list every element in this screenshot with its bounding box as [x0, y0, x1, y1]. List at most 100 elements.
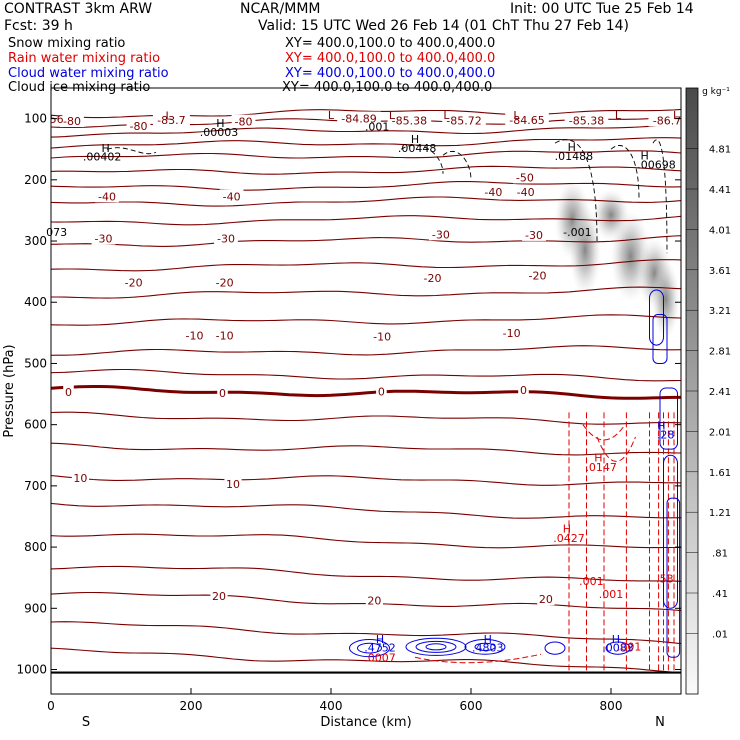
x-end-label-south: S	[82, 715, 90, 730]
contour-label: .4803	[472, 641, 504, 654]
colorbar-label: 1.21	[709, 508, 731, 519]
isotherm-label: 20	[212, 590, 226, 603]
colorbar-unit: g kg⁻¹	[702, 87, 730, 97]
isotherm-label-bg	[71, 470, 89, 484]
field-cloudwater-name: Cloud water mixing ratio	[8, 66, 169, 81]
colorbar-label: 2.41	[709, 387, 731, 398]
cloud-ice-contour	[610, 145, 640, 199]
isotherm-label: -40	[98, 190, 116, 203]
cloud-water-contour	[415, 640, 457, 653]
contour-label: .0427	[553, 532, 585, 545]
contour-label: L	[166, 110, 173, 123]
contour-label: .00698	[637, 159, 676, 172]
y-tick-label: 800	[24, 540, 47, 554]
isotherm-line	[51, 533, 681, 549]
colorbar-label: .81	[712, 549, 728, 560]
cloud-water-contour	[464, 639, 506, 655]
isotherm-label-bg	[481, 185, 506, 199]
contour-label: .001	[599, 588, 624, 601]
isotherm-label: -85.72	[446, 114, 481, 127]
isotherm-line	[51, 286, 681, 299]
isotherm-label-bg	[212, 328, 237, 342]
isotherm-line	[51, 411, 681, 425]
cloud-water-contour	[649, 289, 664, 346]
contour-label: .00402	[83, 151, 122, 164]
isotherm-label-bg	[224, 477, 242, 491]
isotherm-label-bg	[522, 227, 546, 241]
isotherm-line	[51, 345, 681, 356]
field-snow-name: Snow mixing ratio	[8, 36, 126, 51]
contour-label: L	[389, 109, 396, 122]
contour-label: H	[563, 523, 571, 536]
colorbar-label: 3.21	[709, 306, 731, 317]
colorbar-label: 3.61	[709, 266, 731, 277]
field-rain-name: Rain water mixing ratio	[8, 51, 161, 66]
contour-label: H	[594, 452, 602, 465]
isotherm-label: 0	[378, 386, 385, 399]
isotherm-label-bg	[63, 385, 74, 399]
valid-time: Valid: 15 UTC Wed 26 Feb 14 (01 ChT Thu …	[258, 18, 630, 34]
colorbar-label: 4.01	[709, 225, 731, 236]
y-tick-label: 100	[24, 112, 47, 126]
cloud-ice-contour	[442, 150, 472, 180]
isotherm-label: -50	[516, 171, 534, 184]
snow-plume	[569, 204, 602, 297]
isotherm-label: -20	[529, 269, 547, 282]
isotherm-label: -40	[484, 186, 502, 199]
isotherm-label-bg	[210, 589, 228, 603]
y-tick-label: 500	[24, 356, 47, 370]
contour-label: H	[101, 142, 109, 155]
isotherm-label: -85.38	[569, 114, 604, 127]
isotherm-label-bg	[420, 270, 445, 284]
isotherm-label-bg	[537, 592, 555, 606]
isotherm-line	[51, 137, 681, 149]
isotherm-line	[51, 235, 681, 247]
isotherm-label: -80	[63, 115, 81, 128]
isotherm-label-bg	[513, 170, 537, 184]
cloud-water-contour	[474, 642, 496, 652]
isotherm-label: 10	[226, 478, 240, 491]
isotherm-label-bg	[212, 275, 237, 289]
rain-contour	[414, 653, 542, 664]
rain-contour	[582, 424, 626, 441]
snow-plume	[651, 259, 680, 339]
contour-label: .00448	[398, 142, 437, 155]
isotherm-label-bg	[525, 268, 550, 282]
field-rain-xy: XY= 400.0,100.0 to 400.0,400.0	[285, 51, 496, 66]
x-tick-label: 600	[460, 699, 483, 713]
contour-label: L	[513, 109, 520, 122]
x-tick-label: 800	[600, 699, 623, 713]
isotherm-label-bg	[648, 113, 686, 127]
isotherm-line	[51, 196, 681, 207]
isotherm-label-bg	[513, 185, 538, 199]
center-label: NCAR/MMM	[240, 1, 321, 17]
isotherm-label-bg	[60, 114, 84, 128]
contour-label: .0007	[364, 651, 396, 664]
x-tick-label: 400	[320, 699, 343, 713]
isotherm-label-bg	[518, 382, 529, 396]
contour-label: .00003	[200, 126, 239, 139]
y-axis-title: Pressure (hPa)	[2, 344, 17, 437]
contour-label: L	[673, 109, 680, 122]
contour-label: L	[328, 109, 335, 122]
cloud-water-contour	[605, 641, 631, 655]
colorbar-label: 4.41	[709, 185, 731, 196]
isotherm-label: -10	[373, 331, 391, 344]
rain-contour	[596, 436, 636, 462]
contour-label: .0083	[602, 641, 634, 654]
isotherm-label: -80	[235, 116, 253, 129]
contour-label: .001	[365, 121, 390, 134]
isotherm-label: -83.7	[157, 114, 185, 127]
isotherm-label-bg	[182, 328, 207, 342]
isotherm-label-bg	[214, 231, 238, 245]
field-snow-xy: XY= 400.0,100.0 to 400.0,400.0	[285, 36, 496, 51]
isotherm-line	[51, 502, 681, 519]
colorbar-label: 4.81	[709, 145, 731, 156]
isotherm-label-bg	[442, 113, 486, 127]
contour-label: H	[640, 149, 648, 162]
contour-label: -.001	[563, 226, 591, 239]
isotherm-line	[51, 215, 681, 226]
isotherm-label: -10	[503, 327, 521, 340]
